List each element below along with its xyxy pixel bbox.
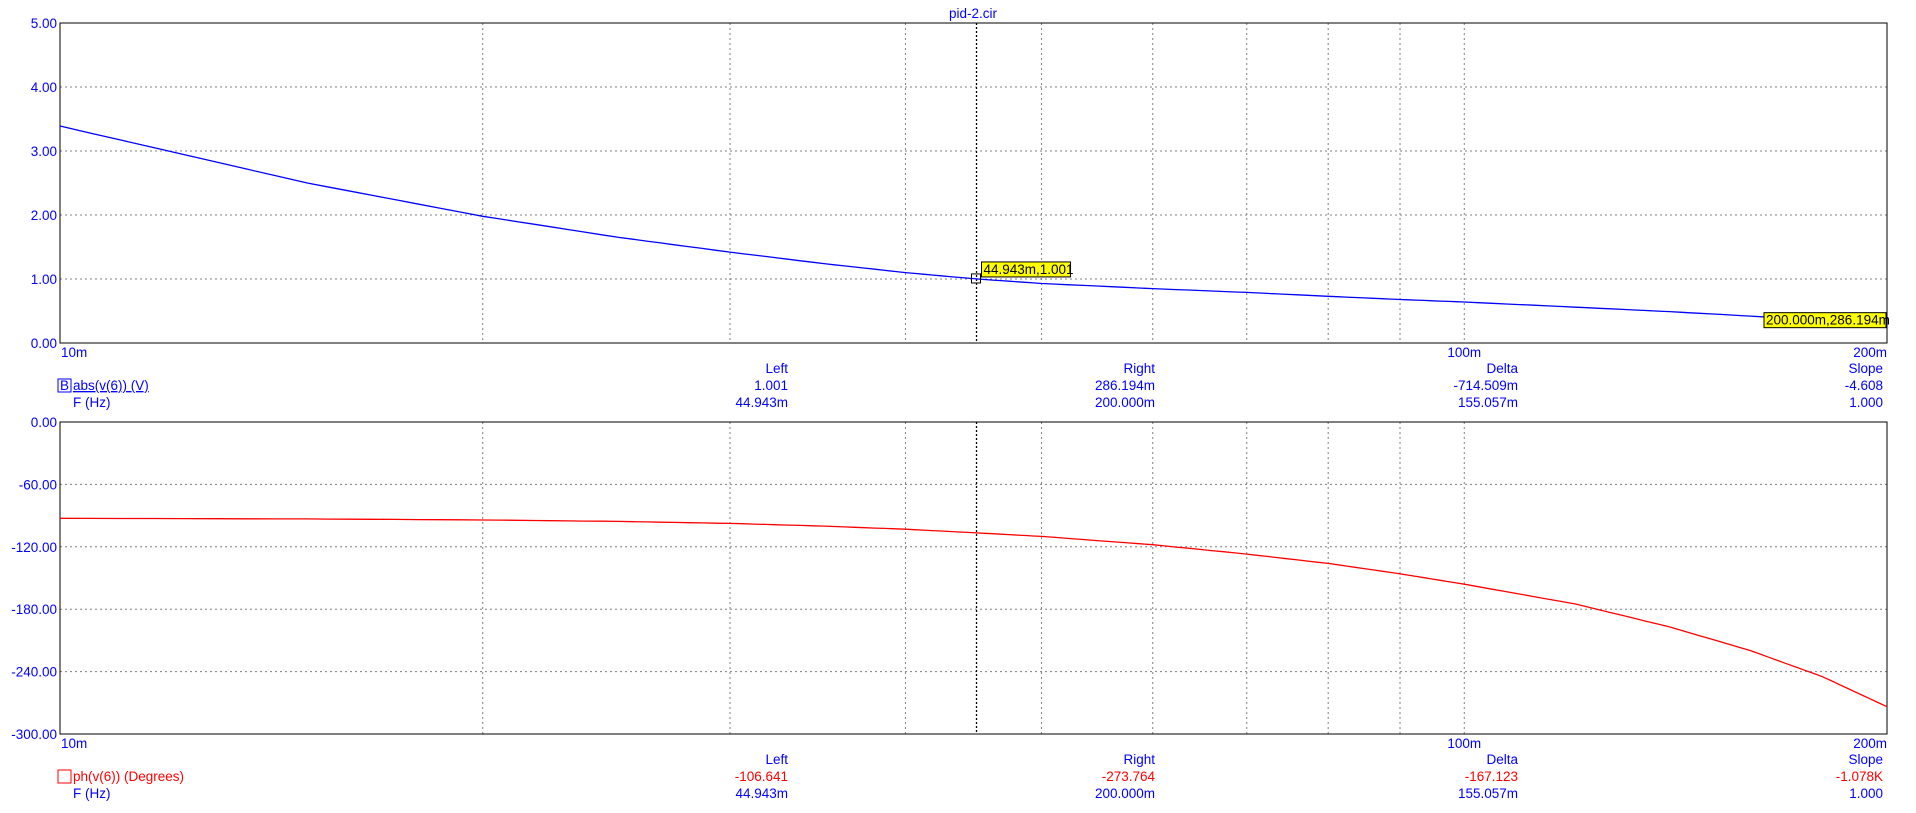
y-tick-label: 2.00 — [31, 208, 57, 223]
panel-magnitude: 5.00 4.00 3.00 2.00 1.00 0.00 10m 100m 200m 44.94… — [31, 16, 1890, 410]
y-tick-label: 4.00 — [31, 80, 57, 95]
series-name[interactable]: ph(v(6)) (Degrees) — [73, 769, 184, 784]
x-tick-label: 10m — [61, 736, 87, 751]
cursor-x-left: 44.943m — [735, 395, 788, 410]
x-tick-label: 100m — [1447, 736, 1481, 751]
cursor-x-slope: 1.000 — [1849, 786, 1883, 801]
cursor-x-left: 44.943m — [735, 786, 788, 801]
cursor-header-right: Right — [1123, 361, 1155, 376]
plot-frame — [59, 22, 1888, 344]
series-line — [59, 125, 1888, 326]
series-line — [59, 517, 1888, 708]
x-tick-label: 200m — [1853, 736, 1887, 751]
cursor-header-slope: Slope — [1848, 361, 1883, 376]
right-cursor-label: 200.000m,286.194m — [1766, 313, 1890, 328]
cursor-header-delta: Delta — [1486, 752, 1518, 767]
cursor-y-right: -273.764 — [1102, 769, 1156, 784]
x-tick-label: 10m — [61, 345, 87, 360]
y-tick-label: -180.00 — [11, 602, 57, 617]
y-tick-label: 5.00 — [31, 16, 57, 31]
y-tick-label: -120.00 — [11, 540, 57, 555]
cursor-header-left: Left — [765, 752, 788, 767]
panel-phase: 0.00 -60.00 -120.00 -180.00 -240.00 -300.00 10… — [11, 415, 1888, 801]
chart-title: pid-2.cir — [949, 6, 998, 21]
cursor-x-delta: 155.057m — [1458, 395, 1518, 410]
y-tick-label: -240.00 — [11, 665, 57, 680]
x-axis-label: F (Hz) — [73, 786, 111, 801]
cursor-y-slope: -4.608 — [1845, 378, 1883, 393]
cursor-header-right: Right — [1123, 752, 1155, 767]
cursor-y-delta: -714.509m — [1453, 378, 1518, 393]
cursor-y-left: -106.641 — [735, 769, 788, 784]
cursor-header-delta: Delta — [1486, 361, 1518, 376]
cursor-x-right: 200.000m — [1095, 786, 1155, 801]
y-tick-label: 0.00 — [31, 336, 57, 351]
cursor-x-right: 200.000m — [1095, 395, 1155, 410]
y-tick-label: 0.00 — [31, 415, 57, 430]
cursor-x-slope: 1.000 — [1849, 395, 1883, 410]
y-tick-label: 1.00 — [31, 272, 57, 287]
right-cursor-label-box — [1763, 312, 1887, 329]
series-marker-box[interactable] — [57, 378, 72, 393]
y-tick-label: 3.00 — [31, 144, 57, 159]
y-tick-label: -300.00 — [11, 727, 57, 742]
plot-panels: 5.00 4.00 3.00 2.00 1.00 0.00 10m 100m 200m 44.94… — [11, 16, 1890, 801]
cursor-marker — [971, 273, 982, 284]
series-name[interactable]: abs(v(6)) (V) — [73, 378, 149, 393]
x-axis-label: F (Hz) — [73, 395, 111, 410]
left-cursor-label-box — [981, 261, 1072, 278]
cursor-y-left: 1.001 — [754, 378, 788, 393]
plot-frame — [59, 421, 1888, 735]
cursor-y-right: 286.194m — [1095, 378, 1155, 393]
cursor-header-slope: Slope — [1848, 752, 1883, 767]
cursor-y-delta: -167.123 — [1465, 769, 1518, 784]
cursor-header-left: Left — [765, 361, 788, 376]
series-marker-box[interactable] — [57, 769, 72, 784]
series-marker-letter: B — [60, 378, 69, 393]
y-tick-label: -60.00 — [19, 477, 57, 492]
cursor-x-delta: 155.057m — [1458, 786, 1518, 801]
left-cursor-label: 44.943m,1.001 — [984, 262, 1074, 277]
x-tick-label: 100m — [1447, 345, 1481, 360]
cursor-y-slope: -1.078K — [1836, 769, 1883, 784]
x-tick-label: 200m — [1853, 345, 1887, 360]
